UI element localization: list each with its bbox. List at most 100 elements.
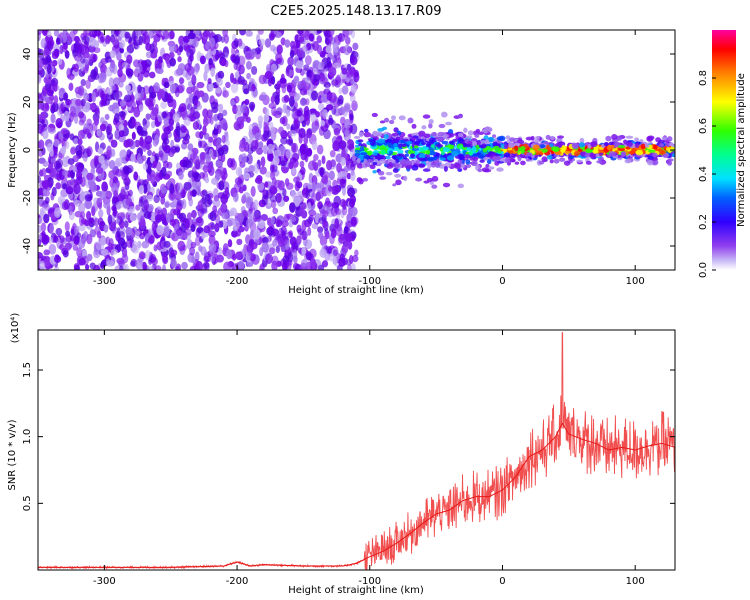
spectrogram-cell xyxy=(603,141,609,147)
spectrogram-cell xyxy=(634,142,640,149)
spectrogram-cell xyxy=(358,143,363,147)
spectrogram-cell xyxy=(146,167,152,175)
spectrogram-cell xyxy=(246,153,253,165)
spectrogram-cell xyxy=(156,88,165,99)
spectrogram-cell xyxy=(190,224,196,232)
spectrogram-cell xyxy=(564,150,571,154)
spectrogram-cell xyxy=(503,152,511,158)
spectrogram-cell xyxy=(646,136,654,142)
spectrogram-cell xyxy=(120,186,126,196)
spectrogram-cell xyxy=(318,103,325,111)
spectrogram-cell xyxy=(290,142,297,154)
spectrogram-cell xyxy=(281,115,288,127)
spectrogram-cell xyxy=(178,77,185,85)
spectrogram-cell xyxy=(271,260,278,270)
spectrogram-cell xyxy=(318,72,326,82)
spectrogram-cell xyxy=(126,149,132,159)
spectrogram-cell xyxy=(184,219,190,231)
spectrogram-cell xyxy=(89,217,95,224)
spectrogram-cell xyxy=(230,82,239,94)
spectrogram-cell xyxy=(208,230,216,238)
spectrogram-cell xyxy=(615,136,623,141)
spectrogram-cell xyxy=(405,160,413,166)
spectrogram-cell xyxy=(73,183,81,195)
spectrogram-x-label: Height of straight line (km) xyxy=(288,285,424,296)
spectrogram-cell xyxy=(225,248,233,260)
spectrogram-cell xyxy=(41,167,47,177)
spectrogram-cell xyxy=(362,155,370,160)
spectrogram-cell xyxy=(190,241,197,249)
spectrogram-cell xyxy=(344,118,351,130)
spectrogram-cell xyxy=(262,130,270,141)
spectrogram-cell xyxy=(194,236,201,247)
spectrogram-cell xyxy=(298,128,306,139)
spectrogram-cell xyxy=(421,158,429,162)
spectrogram-cell xyxy=(124,175,130,187)
spectrogram-cell xyxy=(169,183,175,194)
spectrogram-cell xyxy=(245,60,252,70)
spectrogram-cell xyxy=(457,168,463,172)
chart-title: C2E5.2025.148.13.17.R09 xyxy=(270,4,441,19)
spectrogram-cell xyxy=(59,243,65,251)
spectrogram-cell xyxy=(154,265,162,270)
spectrogram-cell xyxy=(117,237,126,247)
spectrogram-cell xyxy=(280,235,288,246)
spectrogram-cell xyxy=(68,82,74,92)
spectrogram-cell xyxy=(331,79,339,87)
spectrogram-cell xyxy=(110,30,116,37)
spectrogram-cell xyxy=(341,243,349,254)
spectrogram-cell xyxy=(204,63,210,74)
spectrogram-cell xyxy=(263,113,270,123)
spectrogram-cell xyxy=(208,136,214,143)
x-tick-label: 0 xyxy=(499,576,505,587)
spectrogram-cell xyxy=(332,185,340,195)
spectrogram-cell xyxy=(372,169,377,174)
spectrogram-cell xyxy=(484,126,492,132)
spectrogram-cell xyxy=(337,33,346,42)
spectrogram-cell xyxy=(43,204,51,211)
spectrogram-cell xyxy=(296,235,302,245)
spectrogram-cell xyxy=(99,190,107,201)
spectrogram-cell xyxy=(299,143,307,155)
spectrogram-cell xyxy=(239,139,246,149)
spectrogram-cell xyxy=(80,98,86,107)
spectrogram-cell xyxy=(163,126,171,135)
y-tick-label: 1.0 xyxy=(22,429,33,445)
spectrogram-cell xyxy=(474,133,480,138)
spectrogram-cell xyxy=(288,230,293,238)
spectrogram-cell xyxy=(121,61,128,69)
spectrogram-cell xyxy=(92,30,98,39)
spectrogram-cell xyxy=(104,113,110,120)
spectrogram-cell xyxy=(60,127,69,135)
spectrogram-cell xyxy=(411,164,419,171)
spectrogram-cell xyxy=(77,238,86,249)
spectrogram-cell xyxy=(86,172,94,181)
spectrogram-cell xyxy=(82,66,89,74)
spectrogram-cell xyxy=(445,121,452,126)
spectrogram-cell xyxy=(254,132,262,141)
spectrogram-cell xyxy=(301,119,307,128)
spectrogram-cell xyxy=(137,30,143,37)
spectrogram-y-ticks: -40 -20 0 20 40 xyxy=(22,48,675,254)
spectrogram-cell xyxy=(359,146,365,152)
spectrogram-cell xyxy=(213,187,219,197)
spectrogram-cell xyxy=(376,131,383,137)
spectrogram-cell xyxy=(130,260,137,267)
spectrogram-cell xyxy=(315,182,322,192)
spectrogram-cell xyxy=(320,120,326,127)
spectrogram-cell xyxy=(585,160,592,165)
spectrogram-cell xyxy=(647,160,653,166)
spectrogram-cell xyxy=(254,177,263,184)
spectrogram-cell xyxy=(332,249,338,257)
spectrogram-cell xyxy=(74,178,82,185)
spectrogram-cell xyxy=(533,139,541,144)
y-tick-label: 1.5 xyxy=(22,362,33,378)
spectrogram-cell xyxy=(40,38,47,49)
spectrogram-cell xyxy=(256,182,265,191)
spectrogram-cell xyxy=(457,158,463,165)
spectrogram-cell xyxy=(215,87,222,94)
spectrogram-cell xyxy=(163,240,171,248)
spectrogram-cell xyxy=(293,196,301,207)
spectrogram-cell xyxy=(431,132,437,137)
spectrogram-cell xyxy=(391,155,398,160)
